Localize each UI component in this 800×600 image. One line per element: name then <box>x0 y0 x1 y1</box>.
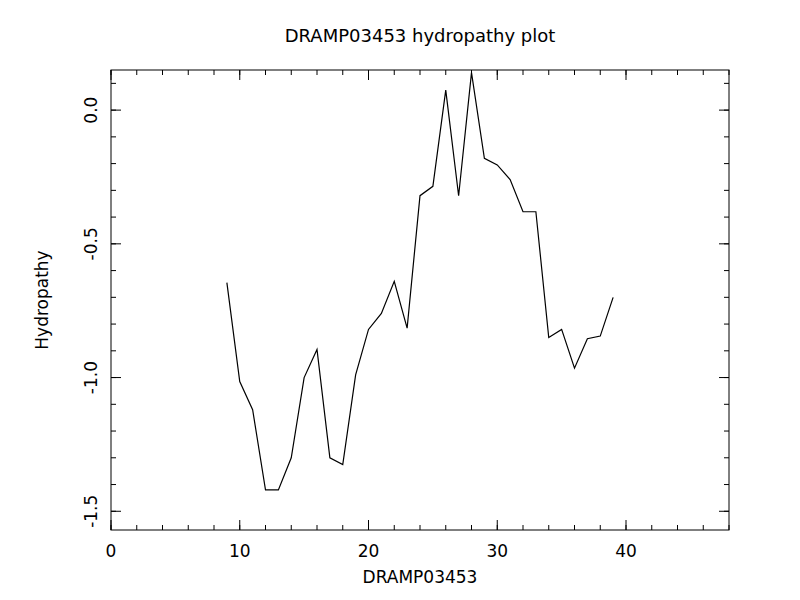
x-minor-tick <box>317 70 318 75</box>
x-minor-tick <box>420 70 421 75</box>
x-minor-tick <box>445 525 446 530</box>
x-minor-tick <box>291 525 292 530</box>
y-minor-tick <box>111 324 116 325</box>
y-tick-label: -1.5 <box>81 495 101 528</box>
y-minor-tick <box>111 297 116 298</box>
x-minor-tick <box>703 525 704 530</box>
y-minor-tick <box>724 324 729 325</box>
y-tick <box>111 511 121 512</box>
x-minor-tick <box>342 70 343 75</box>
hydropathy-line <box>227 73 613 490</box>
y-minor-tick <box>724 163 729 164</box>
x-minor-tick <box>342 525 343 530</box>
y-tick <box>111 377 121 378</box>
x-tick-label: 20 <box>358 541 380 561</box>
y-tick-label: -0.5 <box>81 227 101 260</box>
x-minor-tick <box>471 525 472 530</box>
y-minor-tick <box>111 83 116 84</box>
y-minor-tick <box>724 457 729 458</box>
y-minor-tick <box>111 163 116 164</box>
x-axis-label: DRAMP03453 <box>363 567 478 587</box>
x-minor-tick <box>317 525 318 530</box>
x-tick <box>368 520 369 530</box>
y-minor-tick <box>724 190 729 191</box>
x-minor-tick <box>574 70 575 75</box>
x-minor-tick <box>677 70 678 75</box>
x-tick <box>626 520 627 530</box>
x-minor-tick <box>729 525 730 530</box>
x-tick-label: 0 <box>106 541 117 561</box>
chart: 0 10 20 30 40 -1.5 -1.0 -0.5 0.0 DRAMP03453 hydro… <box>0 0 800 600</box>
x-tick-label: 40 <box>615 541 637 561</box>
y-tick <box>719 377 729 378</box>
x-minor-tick <box>136 70 137 75</box>
x-minor-tick <box>265 525 266 530</box>
y-tick <box>719 110 729 111</box>
y-minor-tick <box>724 297 729 298</box>
y-minor-tick <box>111 350 116 351</box>
plot-area <box>227 73 613 490</box>
y-tick <box>719 243 729 244</box>
x-minor-tick <box>523 525 524 530</box>
plot-frame <box>111 70 729 530</box>
x-minor-tick <box>214 525 215 530</box>
x-minor-tick <box>265 70 266 75</box>
y-minor-tick <box>724 431 729 432</box>
y-axis-label: Hydropathy <box>32 250 52 349</box>
x-minor-tick <box>291 70 292 75</box>
x-minor-tick <box>188 70 189 75</box>
x-tick <box>239 520 240 530</box>
x-tick <box>239 70 240 80</box>
y-minor-tick <box>111 457 116 458</box>
y-tick <box>719 511 729 512</box>
x-tick <box>626 70 627 80</box>
y-minor-tick <box>724 484 729 485</box>
x-minor-tick <box>600 525 601 530</box>
x-minor-tick <box>420 525 421 530</box>
x-minor-tick <box>136 525 137 530</box>
x-minor-tick <box>574 525 575 530</box>
y-minor-tick <box>724 404 729 405</box>
y-minor-tick <box>111 404 116 405</box>
y-tick-label: -1.0 <box>81 361 101 394</box>
y-minor-tick <box>111 190 116 191</box>
y-minor-tick <box>724 270 729 271</box>
y-minor-tick <box>724 136 729 137</box>
x-minor-tick <box>677 525 678 530</box>
x-minor-tick <box>548 70 549 75</box>
x-minor-tick <box>600 70 601 75</box>
x-minor-tick <box>162 70 163 75</box>
x-minor-tick <box>162 525 163 530</box>
x-minor-tick <box>703 70 704 75</box>
x-minor-tick <box>651 525 652 530</box>
x-tick <box>111 70 112 80</box>
x-minor-tick <box>188 525 189 530</box>
x-tick <box>368 70 369 80</box>
y-minor-tick <box>111 484 116 485</box>
x-tick-label: 10 <box>229 541 251 561</box>
y-minor-tick <box>111 136 116 137</box>
y-minor-tick <box>111 217 116 218</box>
x-minor-tick <box>214 70 215 75</box>
x-tick-label: 30 <box>486 541 508 561</box>
y-minor-tick <box>724 350 729 351</box>
y-minor-tick <box>724 83 729 84</box>
title: DRAMP03453 hydropathy plot <box>285 25 556 46</box>
x-minor-tick <box>445 70 446 75</box>
y-tick <box>111 243 121 244</box>
y-minor-tick <box>111 431 116 432</box>
y-minor-tick <box>111 270 116 271</box>
x-tick <box>497 520 498 530</box>
x-minor-tick <box>394 525 395 530</box>
x-minor-tick <box>729 70 730 75</box>
x-minor-tick <box>394 70 395 75</box>
y-tick <box>111 110 121 111</box>
x-minor-tick <box>523 70 524 75</box>
x-tick <box>111 520 112 530</box>
x-minor-tick <box>548 525 549 530</box>
y-minor-tick <box>724 217 729 218</box>
y-tick-label: 0.0 <box>81 97 101 124</box>
x-minor-tick <box>651 70 652 75</box>
x-tick <box>497 70 498 80</box>
